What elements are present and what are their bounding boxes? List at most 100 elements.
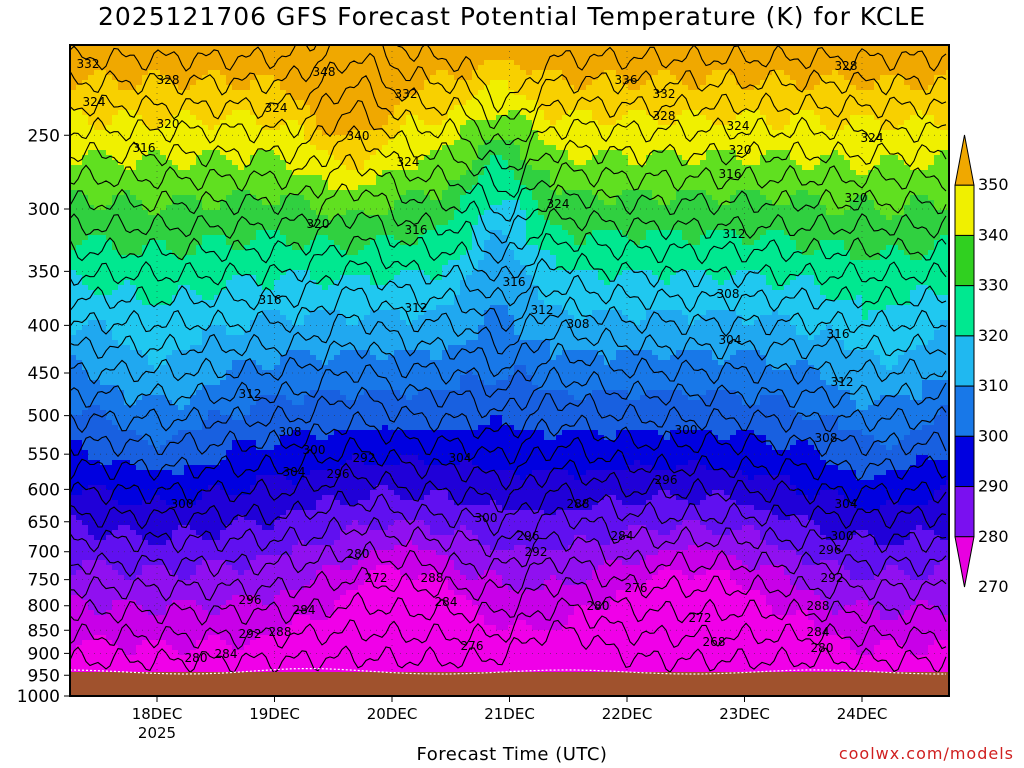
field-cell <box>838 115 845 121</box>
field-cell <box>370 110 377 116</box>
field-cell <box>112 145 119 151</box>
field-cell <box>358 100 365 106</box>
field-cell <box>322 195 329 201</box>
field-cell <box>718 60 725 66</box>
field-cell <box>916 95 923 101</box>
field-cell <box>526 105 533 111</box>
field-cell <box>370 65 377 71</box>
field-cell <box>232 50 239 56</box>
field-cell <box>448 80 455 86</box>
field-cell <box>88 70 95 76</box>
field-cell <box>310 100 317 106</box>
field-cell <box>712 45 719 51</box>
field-cell <box>706 180 713 186</box>
field-cell <box>244 205 251 211</box>
field-cell <box>652 60 659 66</box>
field-cell <box>892 200 899 206</box>
field-cell <box>928 140 935 146</box>
field-cell <box>70 120 77 126</box>
field-cell <box>532 80 539 86</box>
field-cell <box>634 180 641 186</box>
field-cell <box>190 205 197 211</box>
field-cell <box>526 210 533 216</box>
field-cell <box>496 140 503 146</box>
field-cell <box>214 185 221 191</box>
field-cell <box>796 105 803 111</box>
field-cell <box>658 130 665 136</box>
field-cell <box>724 210 731 216</box>
field-cell <box>694 65 701 71</box>
field-cell <box>400 170 407 176</box>
field-cell <box>76 135 83 141</box>
field-cell <box>814 140 821 146</box>
field-cell <box>598 130 605 136</box>
field-cell <box>154 170 161 176</box>
field-cell <box>406 80 413 86</box>
field-cell <box>820 95 827 101</box>
field-cell <box>610 120 617 126</box>
field-cell <box>598 65 605 71</box>
field-cell <box>796 45 803 51</box>
field-cell <box>208 90 215 96</box>
field-cell <box>310 50 317 56</box>
field-cell <box>544 65 551 71</box>
field-cell <box>448 200 455 206</box>
field-cell <box>628 100 635 106</box>
field-cell <box>208 170 215 176</box>
field-cell <box>322 90 329 96</box>
field-cell <box>754 85 761 91</box>
field-cell <box>598 110 605 116</box>
field-cell <box>688 140 695 146</box>
field-cell <box>334 185 341 191</box>
field-cell <box>574 170 581 176</box>
field-cell <box>754 170 761 176</box>
field-cell <box>940 190 947 196</box>
field-cell <box>124 105 131 111</box>
field-cell <box>730 60 737 66</box>
field-cell <box>682 60 689 66</box>
field-cell <box>238 185 245 191</box>
field-cell <box>766 105 773 111</box>
field-cell <box>250 70 257 76</box>
field-cell <box>838 50 845 56</box>
field-cell <box>454 170 461 176</box>
field-cell <box>778 70 785 76</box>
field-cell <box>346 60 353 66</box>
field-cell <box>688 155 695 161</box>
field-cell <box>574 210 581 216</box>
field-cell <box>238 45 245 51</box>
field-cell <box>310 90 317 96</box>
field-cell <box>376 90 383 96</box>
field-cell <box>136 205 143 211</box>
field-cell <box>700 50 707 56</box>
field-cell <box>820 210 827 216</box>
field-cell <box>82 105 89 111</box>
field-cell <box>658 205 665 211</box>
field-cell <box>244 115 251 121</box>
field-cell <box>136 75 143 81</box>
field-cell <box>568 150 575 156</box>
field-cell <box>178 185 185 191</box>
field-cell <box>598 70 605 76</box>
field-cell <box>556 175 563 181</box>
field-cell <box>358 105 365 111</box>
field-cell <box>172 160 179 166</box>
field-cell <box>730 190 737 196</box>
field-cell <box>172 150 179 156</box>
field-cell <box>238 200 245 206</box>
field-cell <box>346 55 353 61</box>
field-cell <box>214 90 221 96</box>
field-cell <box>430 195 437 201</box>
field-cell <box>382 210 389 216</box>
field-cell <box>766 95 773 101</box>
field-cell <box>280 55 287 61</box>
field-cell <box>808 115 815 121</box>
field-cell <box>568 135 575 141</box>
field-cell <box>502 205 509 211</box>
field-cell <box>166 160 173 166</box>
field-cell <box>172 195 179 201</box>
field-cell <box>244 100 251 106</box>
field-cell <box>556 45 563 51</box>
field-cell <box>568 60 575 66</box>
field-cell <box>76 205 83 211</box>
